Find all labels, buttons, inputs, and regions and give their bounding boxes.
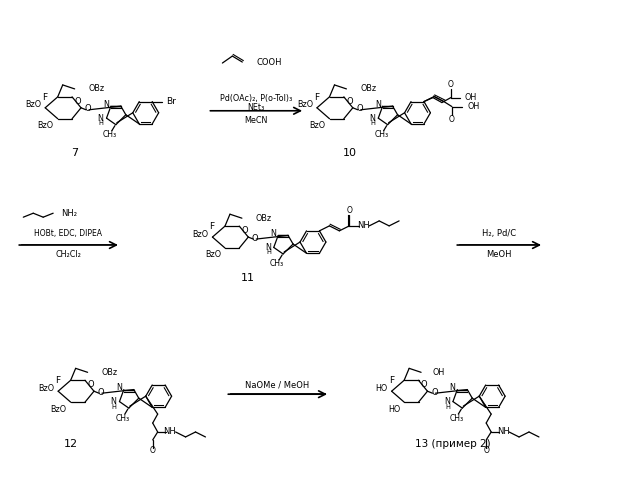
Text: N: N bbox=[375, 100, 381, 108]
Text: N: N bbox=[103, 100, 109, 108]
Text: OH: OH bbox=[432, 368, 444, 377]
Text: CH₃: CH₃ bbox=[375, 130, 389, 139]
Text: HOBt, EDC, DIPEA: HOBt, EDC, DIPEA bbox=[34, 228, 102, 237]
Text: H: H bbox=[99, 120, 104, 126]
Text: O: O bbox=[431, 388, 437, 396]
Text: H: H bbox=[445, 404, 450, 409]
Text: BzO: BzO bbox=[38, 121, 54, 130]
Text: CH₃: CH₃ bbox=[103, 130, 117, 139]
Text: O: O bbox=[241, 226, 248, 235]
Text: O: O bbox=[74, 97, 81, 106]
Text: N: N bbox=[449, 383, 455, 392]
Text: BzO: BzO bbox=[309, 121, 326, 130]
Text: H: H bbox=[266, 250, 271, 256]
Text: O: O bbox=[449, 115, 455, 124]
Text: O: O bbox=[421, 380, 428, 389]
Text: BzO: BzO bbox=[297, 100, 313, 110]
Text: NEt₃: NEt₃ bbox=[247, 104, 265, 112]
Text: H: H bbox=[112, 404, 117, 409]
Text: 10: 10 bbox=[343, 148, 357, 158]
Text: OH: OH bbox=[468, 102, 480, 111]
Text: BzO: BzO bbox=[51, 404, 67, 413]
Text: BzO: BzO bbox=[25, 100, 41, 110]
Text: 7: 7 bbox=[72, 148, 78, 158]
Text: O: O bbox=[448, 80, 453, 89]
Text: Br: Br bbox=[166, 97, 176, 106]
Text: O: O bbox=[346, 97, 353, 106]
Text: MeCN: MeCN bbox=[244, 116, 268, 125]
Text: CH₃: CH₃ bbox=[270, 260, 284, 268]
Text: OBz: OBz bbox=[89, 84, 105, 94]
Text: N: N bbox=[270, 229, 276, 238]
Text: HO: HO bbox=[388, 404, 400, 413]
Text: O: O bbox=[150, 446, 155, 456]
Text: O: O bbox=[483, 446, 489, 456]
Text: F: F bbox=[56, 376, 60, 386]
Text: MeOH: MeOH bbox=[486, 250, 512, 260]
Text: F: F bbox=[210, 222, 215, 231]
Text: CH₃: CH₃ bbox=[116, 414, 130, 422]
Text: BzO: BzO bbox=[205, 250, 221, 260]
Text: COOH: COOH bbox=[256, 58, 282, 66]
Text: HO: HO bbox=[375, 384, 387, 392]
Text: OBz: OBz bbox=[360, 84, 376, 94]
Text: O: O bbox=[252, 234, 259, 242]
Text: O: O bbox=[97, 388, 104, 396]
Text: N: N bbox=[370, 114, 375, 122]
Text: OBz: OBz bbox=[256, 214, 272, 222]
Text: CH₂Cl₂: CH₂Cl₂ bbox=[55, 250, 81, 260]
Text: NH₂: NH₂ bbox=[61, 208, 77, 218]
Text: OH: OH bbox=[465, 93, 477, 102]
Text: 11: 11 bbox=[241, 273, 255, 283]
Text: Pd(OAc)₂, P(o-Tol)₃: Pd(OAc)₂, P(o-Tol)₃ bbox=[220, 94, 292, 104]
Text: O: O bbox=[85, 104, 91, 114]
Text: F: F bbox=[43, 93, 48, 102]
Text: NH: NH bbox=[497, 428, 510, 436]
Text: NaOMe / MeOH: NaOMe / MeOH bbox=[245, 380, 309, 390]
Text: O: O bbox=[346, 206, 352, 216]
Text: BzO: BzO bbox=[38, 384, 54, 392]
Text: OBz: OBz bbox=[102, 368, 118, 377]
Text: N: N bbox=[116, 383, 122, 392]
Text: F: F bbox=[314, 93, 319, 102]
Text: 12: 12 bbox=[64, 439, 78, 449]
Text: N: N bbox=[97, 114, 104, 122]
Text: O: O bbox=[357, 104, 363, 114]
Text: H₂, Pd/C: H₂, Pd/C bbox=[482, 228, 516, 237]
Text: BzO: BzO bbox=[193, 230, 209, 238]
Text: O: O bbox=[87, 380, 94, 389]
Text: N: N bbox=[444, 397, 450, 406]
Text: NH: NH bbox=[357, 222, 370, 230]
Text: 13 (пример 2): 13 (пример 2) bbox=[415, 439, 490, 449]
Text: H: H bbox=[370, 120, 375, 126]
Text: NH: NH bbox=[164, 428, 176, 436]
Text: N: N bbox=[265, 243, 271, 252]
Text: F: F bbox=[389, 376, 394, 386]
Text: N: N bbox=[110, 397, 117, 406]
Text: CH₃: CH₃ bbox=[449, 414, 463, 422]
